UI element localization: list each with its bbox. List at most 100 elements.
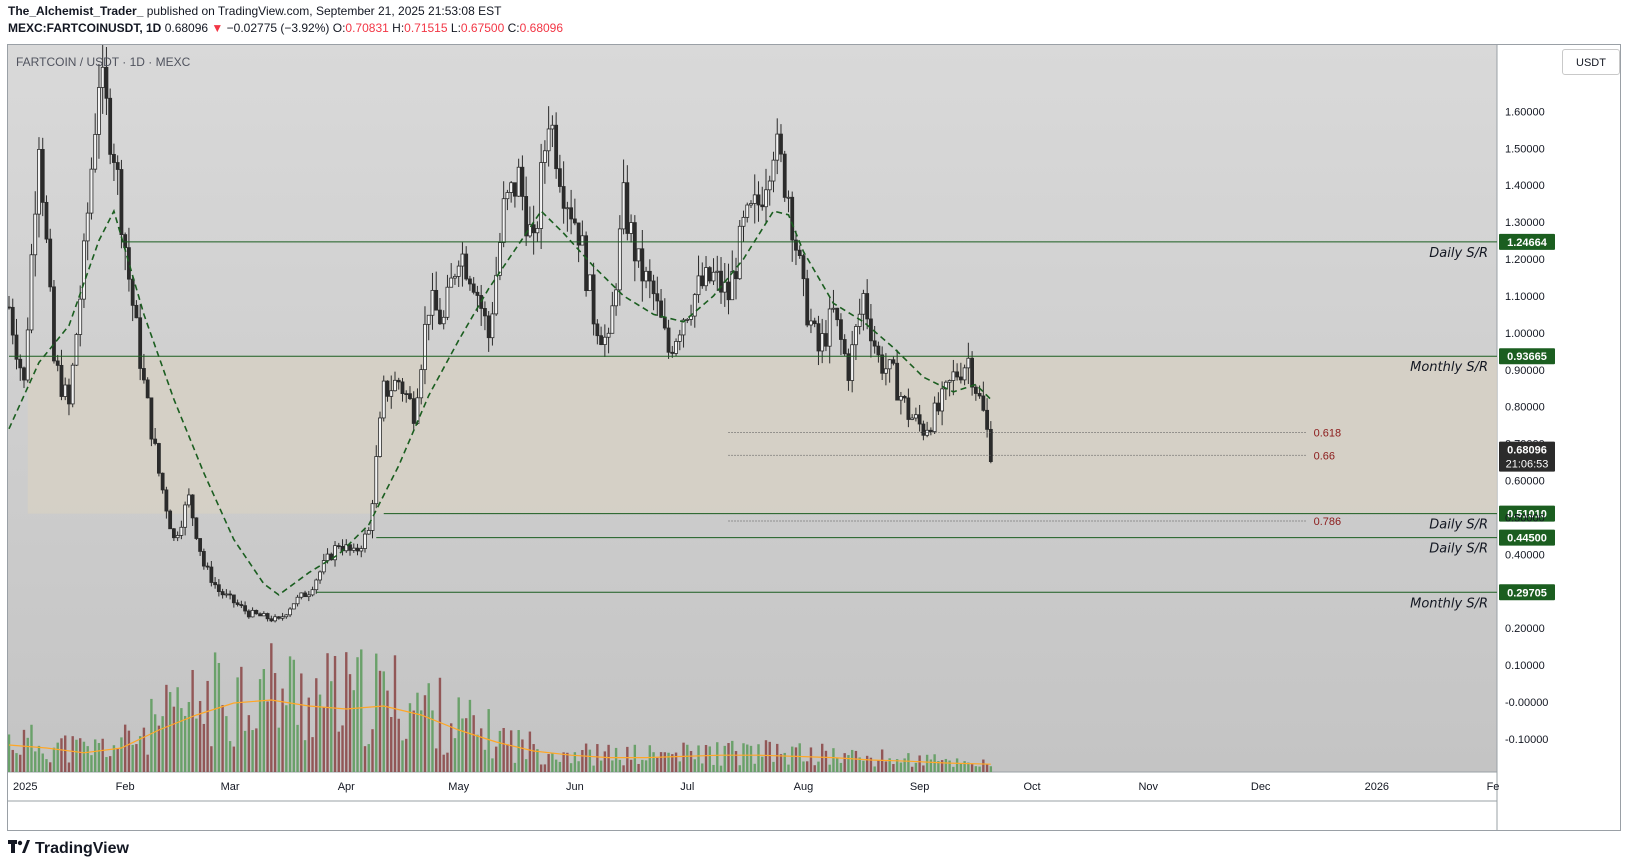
volume-bar — [607, 744, 610, 772]
candle-up — [527, 224, 532, 237]
candle-down — [408, 393, 412, 400]
candle-up — [711, 271, 716, 282]
candle-down — [348, 544, 352, 551]
candle-up — [771, 159, 776, 182]
sr-level-name: Daily S/R — [1429, 518, 1488, 533]
volume-bar — [165, 684, 168, 772]
volume-bar — [300, 673, 303, 772]
volume-bar — [982, 759, 985, 772]
candle-up — [78, 298, 83, 335]
volume-bar — [783, 752, 786, 772]
candle-up — [831, 307, 836, 310]
candle-down — [164, 489, 169, 512]
volume-bar — [240, 666, 243, 772]
volume-bar — [824, 750, 828, 772]
candle-up — [314, 579, 319, 591]
candle-down — [258, 613, 262, 617]
candle-down — [213, 582, 218, 586]
candle-up — [786, 196, 791, 199]
candle-up — [70, 364, 75, 405]
candle-down — [662, 316, 667, 329]
volume-bar — [438, 677, 442, 772]
volume-bar — [907, 753, 910, 772]
candle-up — [621, 182, 626, 230]
volume-bar — [731, 740, 734, 772]
author-name[interactable]: The_Alchemist_Trader_ — [8, 4, 144, 18]
volume-bar — [243, 730, 247, 772]
candle-up — [516, 166, 521, 197]
volume-bar — [633, 744, 637, 772]
price-axis-background — [1497, 45, 1620, 830]
candle-down — [153, 438, 158, 444]
volume-bar — [8, 734, 11, 772]
low-label: L: — [450, 21, 461, 35]
candle-up — [674, 340, 678, 354]
volume-bar — [592, 765, 595, 772]
volume-bar — [869, 757, 873, 772]
candle-up — [389, 390, 394, 397]
candle-up — [644, 270, 648, 282]
candle-down — [123, 234, 128, 249]
chart-frame[interactable]: Daily S/R 1.24664 Monthly S/R 0.93665 Daily … — [7, 44, 1621, 831]
volume-bar — [378, 670, 382, 772]
volume-bar — [506, 744, 509, 772]
volume-bar — [581, 750, 584, 772]
sr-level-price-text: 0.93665 — [1507, 351, 1547, 363]
candle-down — [719, 270, 723, 293]
close-value: 0.68096 — [519, 21, 564, 35]
volume-bar — [292, 659, 296, 772]
volume-bar — [22, 729, 26, 772]
volume-bar — [375, 653, 378, 772]
sr-level-name: Daily S/R — [1429, 542, 1488, 557]
candle-down — [246, 610, 251, 618]
candle-down — [554, 124, 559, 170]
candle-down — [396, 379, 401, 383]
y-tick-label: 0.10000 — [1505, 660, 1545, 672]
volume-bar — [285, 705, 288, 772]
candle-up — [490, 313, 495, 339]
volume-bar — [348, 674, 352, 772]
candle-down — [790, 196, 795, 241]
volume-bar — [558, 761, 562, 772]
volume-bar — [45, 759, 48, 772]
candle-down — [168, 510, 173, 530]
volume-bar — [277, 727, 281, 772]
volume-bar — [922, 765, 925, 772]
currency-unit-button[interactable]: USDT — [1562, 49, 1620, 75]
volume-bar — [195, 718, 198, 772]
volume-bar — [970, 764, 974, 772]
candle-down — [438, 309, 442, 325]
candle-down — [880, 354, 885, 374]
x-tick-label: Jul — [680, 781, 694, 793]
price-change: −0.02775 (−3.92%) — [226, 21, 330, 35]
candle-down — [569, 207, 574, 220]
candle-down — [115, 162, 120, 170]
volume-bar — [899, 762, 903, 772]
volume-bar — [577, 761, 580, 772]
candle-down — [464, 253, 469, 280]
candle-down — [659, 300, 663, 318]
volume-bar — [393, 655, 397, 772]
candle-down — [756, 194, 761, 206]
candle-up — [741, 216, 746, 227]
volume-bar — [663, 752, 667, 772]
volume-bar — [622, 765, 625, 772]
price-chart[interactable]: Daily S/R 1.24664 Monthly S/R 0.93665 Daily … — [8, 45, 1621, 831]
volume-bar — [798, 743, 801, 772]
candle-up — [940, 388, 945, 412]
tradingview-logo[interactable]: TradingView — [8, 840, 129, 858]
candle-down — [67, 384, 71, 405]
volume-bar — [547, 754, 550, 772]
volume-bar — [892, 764, 895, 772]
volume-bar — [120, 737, 123, 772]
volume-bar — [86, 746, 89, 772]
volume-bar — [390, 717, 393, 772]
x-tick-label: Nov — [1138, 781, 1158, 793]
volume-bar — [854, 750, 858, 772]
candle-down — [130, 278, 135, 306]
volume-bar — [498, 730, 502, 772]
volume-bar — [989, 766, 993, 772]
volume-bar — [281, 688, 284, 772]
volume-bar — [828, 764, 831, 772]
candle-up — [370, 503, 375, 531]
